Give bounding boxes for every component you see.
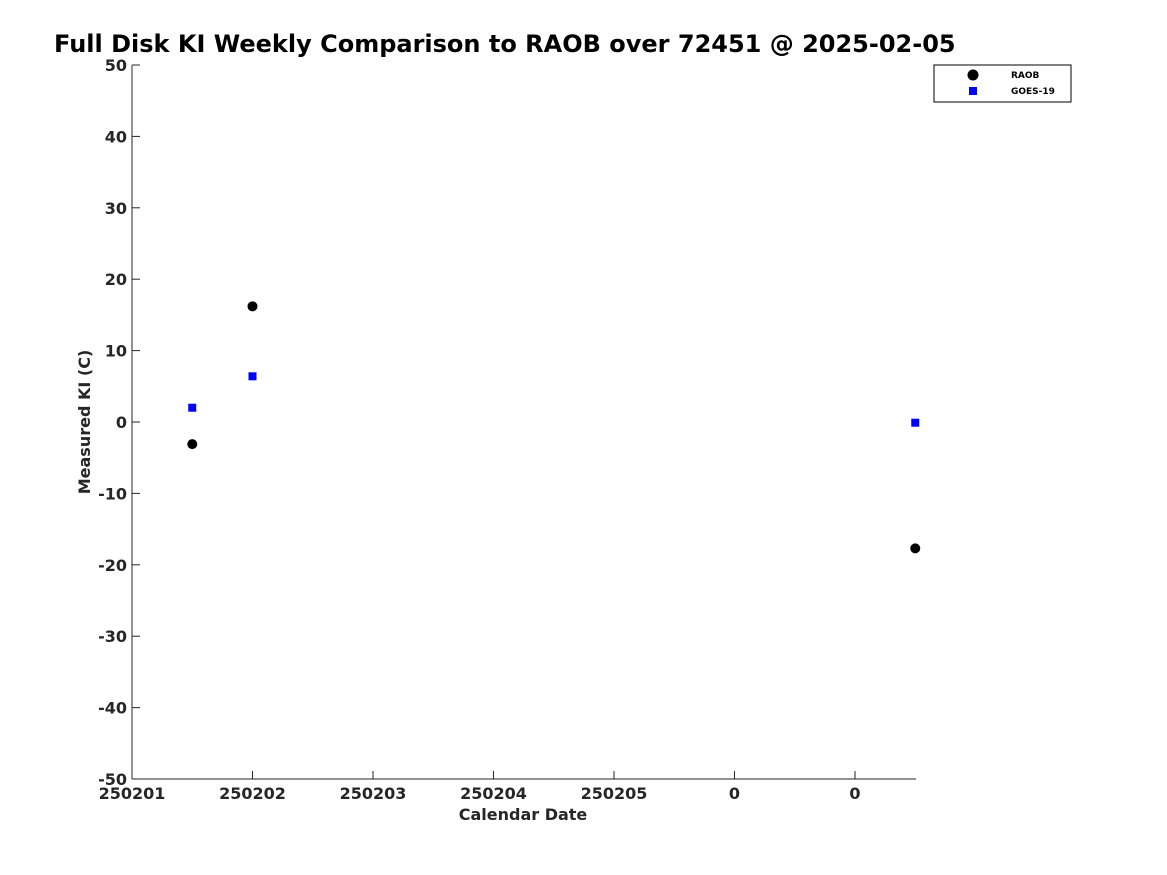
x-axis-label: Calendar Date: [459, 805, 588, 824]
x-tick-label: 0: [729, 784, 740, 803]
y-tick-label: -30: [98, 627, 127, 646]
y-tick-label: 40: [105, 127, 127, 146]
raob-point: [247, 301, 258, 312]
y-tick-label: 0: [116, 413, 127, 432]
legend-goes-label: GOES-19: [1011, 87, 1055, 97]
y-tick-label: 30: [105, 199, 127, 218]
legend-goes-marker: [969, 87, 977, 95]
raob-point: [910, 543, 921, 554]
x-tick-label: 250202: [219, 784, 286, 803]
legend-box: [933, 64, 1072, 103]
legend: RAOB GOES-19: [933, 64, 1072, 103]
goes-19-point: [911, 418, 920, 427]
chart-title: Full Disk KI Weekly Comparison to RAOB o…: [54, 30, 956, 58]
x-tick-label: 250204: [460, 784, 527, 803]
goes-19-point: [248, 372, 257, 381]
raob-point: [187, 439, 198, 450]
x-tick-label: 250201: [99, 784, 166, 803]
x-tick-label: 250203: [340, 784, 407, 803]
y-axis-label: Measured KI (C): [75, 350, 94, 495]
y-tick-label: -20: [98, 556, 127, 575]
y-axis-label-group: Measured KI (C): [75, 350, 94, 495]
y-tick-label: -10: [98, 484, 127, 503]
y-tick-label: 50: [105, 56, 127, 75]
y-tick-label: -40: [98, 699, 127, 718]
x-tick-label: 0: [849, 784, 860, 803]
y-tick-label: -50: [98, 770, 127, 789]
y-tick-label: 10: [105, 342, 127, 361]
x-tick-label: 250205: [581, 784, 648, 803]
y-tick-label: 20: [105, 270, 127, 289]
legend-raob-marker: [967, 69, 979, 81]
legend-raob-label: RAOB: [1011, 71, 1040, 81]
goes-19-point: [188, 403, 197, 412]
data-points: [187, 301, 921, 554]
